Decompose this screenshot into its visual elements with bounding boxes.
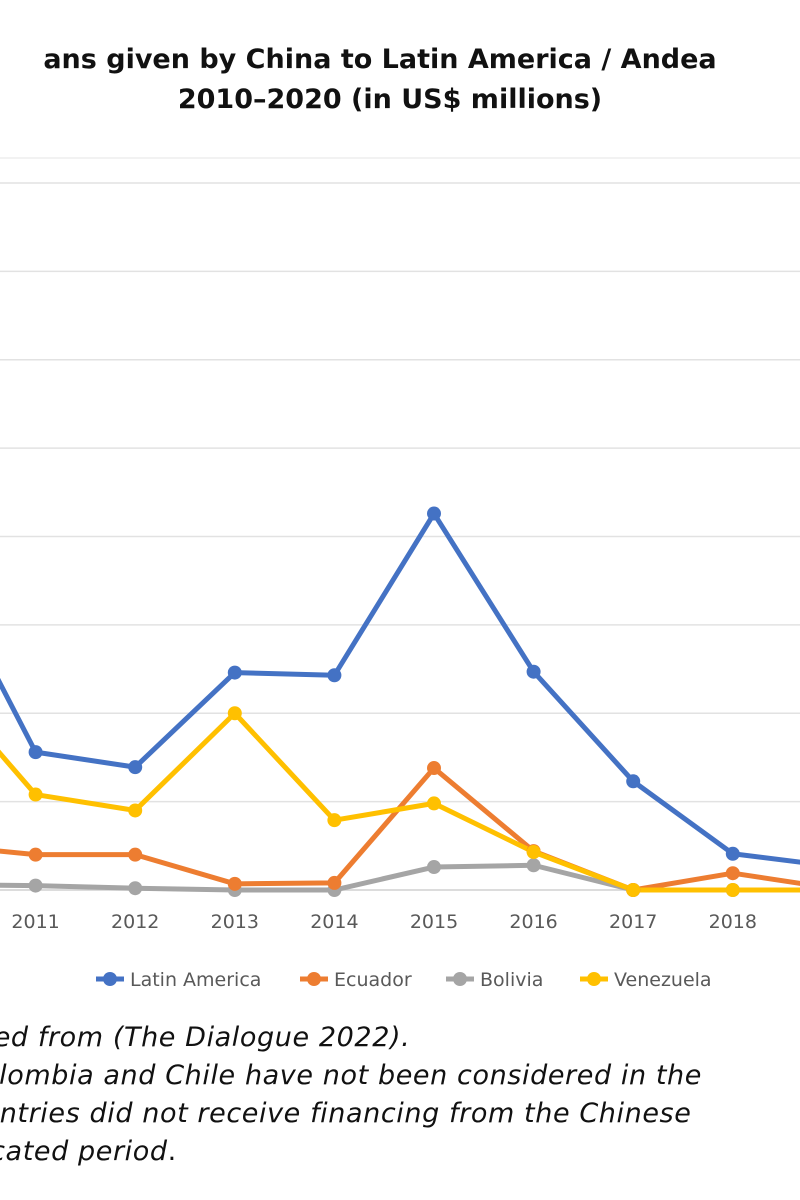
chart-title-line-1: ans given by China to Latin America / An… (43, 44, 717, 75)
data-point-bolivia (427, 860, 441, 875)
data-point-latin-america (128, 760, 143, 775)
x-tick-label: 2015 (410, 911, 458, 933)
x-tick-label: 2012 (111, 911, 159, 933)
x-tick-label: 2013 (211, 911, 259, 933)
x-tick-label: 2017 (609, 911, 657, 933)
x-axis-tick-labels: 2010201120122013201420152016201720182019 (11, 911, 757, 933)
gridlines (0, 157, 800, 891)
source-note-period: . (167, 1136, 177, 1167)
data-point-latin-america (427, 506, 441, 521)
data-point-bolivia (28, 878, 43, 893)
source-note-line-4-text: icated period (0, 1136, 168, 1167)
data-point-ecuador (128, 847, 143, 862)
series-points (28, 506, 740, 897)
x-tick-label: 2018 (709, 911, 757, 933)
data-point-venezuela (227, 706, 242, 721)
data-point-ecuador (327, 875, 342, 890)
data-point-ecuador (427, 761, 441, 776)
legend: Latin America Ecuador Bolivia Venezuela (96, 969, 712, 991)
legend-swatch-marker-ecuador (307, 972, 321, 986)
data-point-venezuela (526, 844, 541, 859)
data-point-ecuador (28, 847, 43, 862)
series-line-ecuador (0, 765, 800, 893)
data-point-latin-america (725, 846, 740, 861)
data-point-ecuador (227, 876, 242, 891)
data-point-bolivia (128, 881, 143, 896)
source-note-line-3: untries did not receive financing from t… (0, 1098, 692, 1129)
line-chart: 2010201120122013201420152016201720182019… (0, 157, 800, 991)
data-point-venezuela (128, 803, 143, 818)
legend-label-bolivia: Bolivia (480, 969, 543, 991)
data-point-ecuador (725, 866, 740, 881)
data-point-venezuela (427, 796, 441, 811)
data-point-bolivia (526, 858, 541, 873)
source-note-line-2: olombia and Chile have not been consider… (0, 1060, 702, 1091)
legend-label-latin-america: Latin America (130, 969, 261, 991)
series-line-venezuela (0, 710, 800, 893)
chart-title-line-2: 2010–2020 (in US$ millions) (177, 84, 603, 115)
data-point-venezuela (626, 883, 641, 897)
source-note-line-4: icated period. (0, 1136, 177, 1167)
legend-swatch-marker-latin-america (103, 972, 117, 986)
legend-label-ecuador: Ecuador (334, 969, 412, 991)
series-line-bolivia (0, 862, 800, 893)
data-point-latin-america (526, 664, 541, 679)
source-note-line-1: red from (The Dialogue 2022). (0, 1022, 411, 1053)
x-tick-label: 2014 (310, 911, 358, 933)
legend-label-venezuela: Venezuela (614, 969, 712, 991)
data-point-venezuela (725, 883, 740, 897)
legend-swatch-marker-venezuela (587, 972, 601, 986)
data-point-venezuela (28, 787, 43, 802)
data-point-latin-america (28, 745, 43, 760)
legend-swatch-marker-bolivia (453, 972, 467, 986)
x-tick-label: 2016 (509, 911, 557, 933)
data-point-latin-america (327, 668, 342, 683)
data-point-venezuela (327, 813, 342, 828)
series-line-latin-america (0, 511, 800, 865)
x-tick-label: 2011 (11, 911, 59, 933)
data-point-latin-america (626, 774, 641, 789)
data-point-latin-america (227, 665, 242, 680)
series-lines (0, 511, 800, 893)
